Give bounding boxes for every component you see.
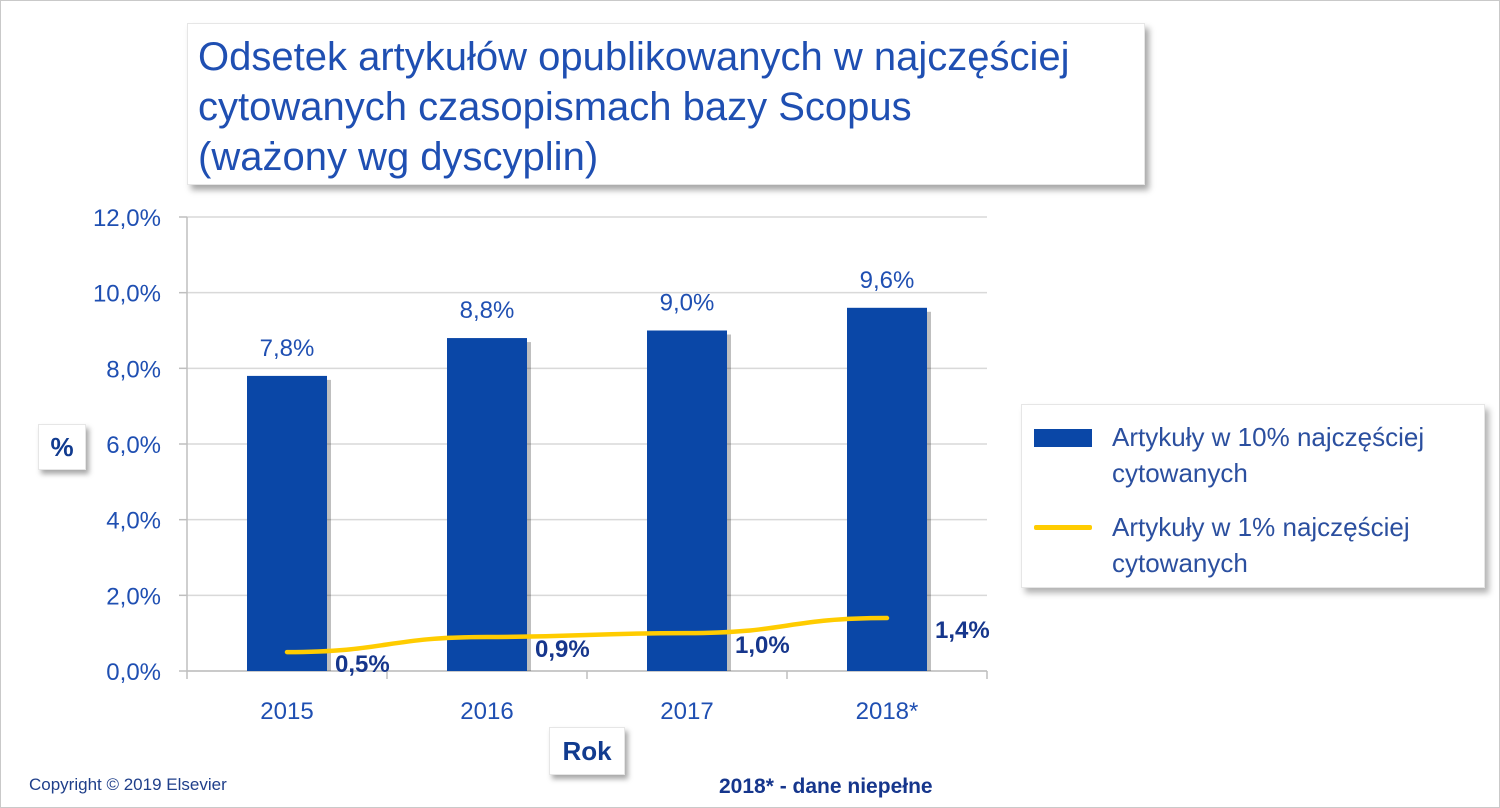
line-value-label: 1,4% (935, 617, 990, 644)
x-tick-label: 2015 (260, 698, 313, 725)
title-box: Odsetek artykułów opublikowanych w najcz… (187, 23, 1145, 185)
bar-value-label: 9,6% (860, 267, 915, 294)
line-value-label: 0,9% (535, 636, 590, 663)
legend-label-line: Artykuły w 1% najczęściej cytowanych (1112, 512, 1410, 578)
y-tick-label: 8,0% (106, 356, 161, 383)
y-tick-label: 12,0% (93, 205, 161, 232)
copyright: Copyright © 2019 Elsevier (29, 775, 227, 794)
x-tick-label: 2016 (460, 698, 513, 725)
bar (247, 375, 327, 671)
x-axis-label: Rok (549, 727, 625, 775)
y-axis-label: % (38, 424, 86, 470)
bar-series (247, 307, 931, 671)
footnote: 2018* - dane niepełne (719, 775, 933, 798)
chart-title: Odsetek artykułów opublikowanych w najcz… (198, 35, 1070, 179)
legend-swatch-bars (1034, 429, 1092, 447)
bar (847, 307, 927, 671)
x-tick-label: 2018* (856, 698, 919, 725)
x-tick-label: 2017 (660, 698, 713, 725)
data-labels: 7,8% 8,8% 9,0% 9,6% 0,5% 0,9% 1,0% 1,4% (260, 267, 990, 678)
y-tick-label: 2,0% (106, 583, 161, 610)
legend-label-bars: Artykuły w 10% najczęściej cytowanych (1112, 422, 1425, 488)
chart-plot: 0,0% 2,0% 4,0% 6,0% 8,0% 10,0% 12,0% 2015 2016 20… (93, 205, 990, 725)
line-value-label: 0,5% (335, 651, 390, 678)
line-series (284, 615, 890, 655)
y-tick-label: 0,0% (106, 659, 161, 686)
legend: Artykuły w 10% najczęściej cytowanych Ar… (1021, 404, 1485, 588)
y-tick-label: 10,0% (93, 281, 161, 308)
bar (447, 338, 527, 671)
bar-value-label: 7,8% (260, 335, 315, 362)
bar-value-label: 9,0% (660, 290, 715, 317)
legend-swatch-line (1034, 525, 1092, 530)
y-tick-label: 4,0% (106, 508, 161, 535)
y-tick-label: 6,0% (106, 432, 161, 459)
line-path (284, 615, 890, 655)
bar (647, 330, 727, 671)
line-value-label: 1,0% (735, 632, 790, 659)
bar-value-label: 8,8% (460, 297, 515, 324)
